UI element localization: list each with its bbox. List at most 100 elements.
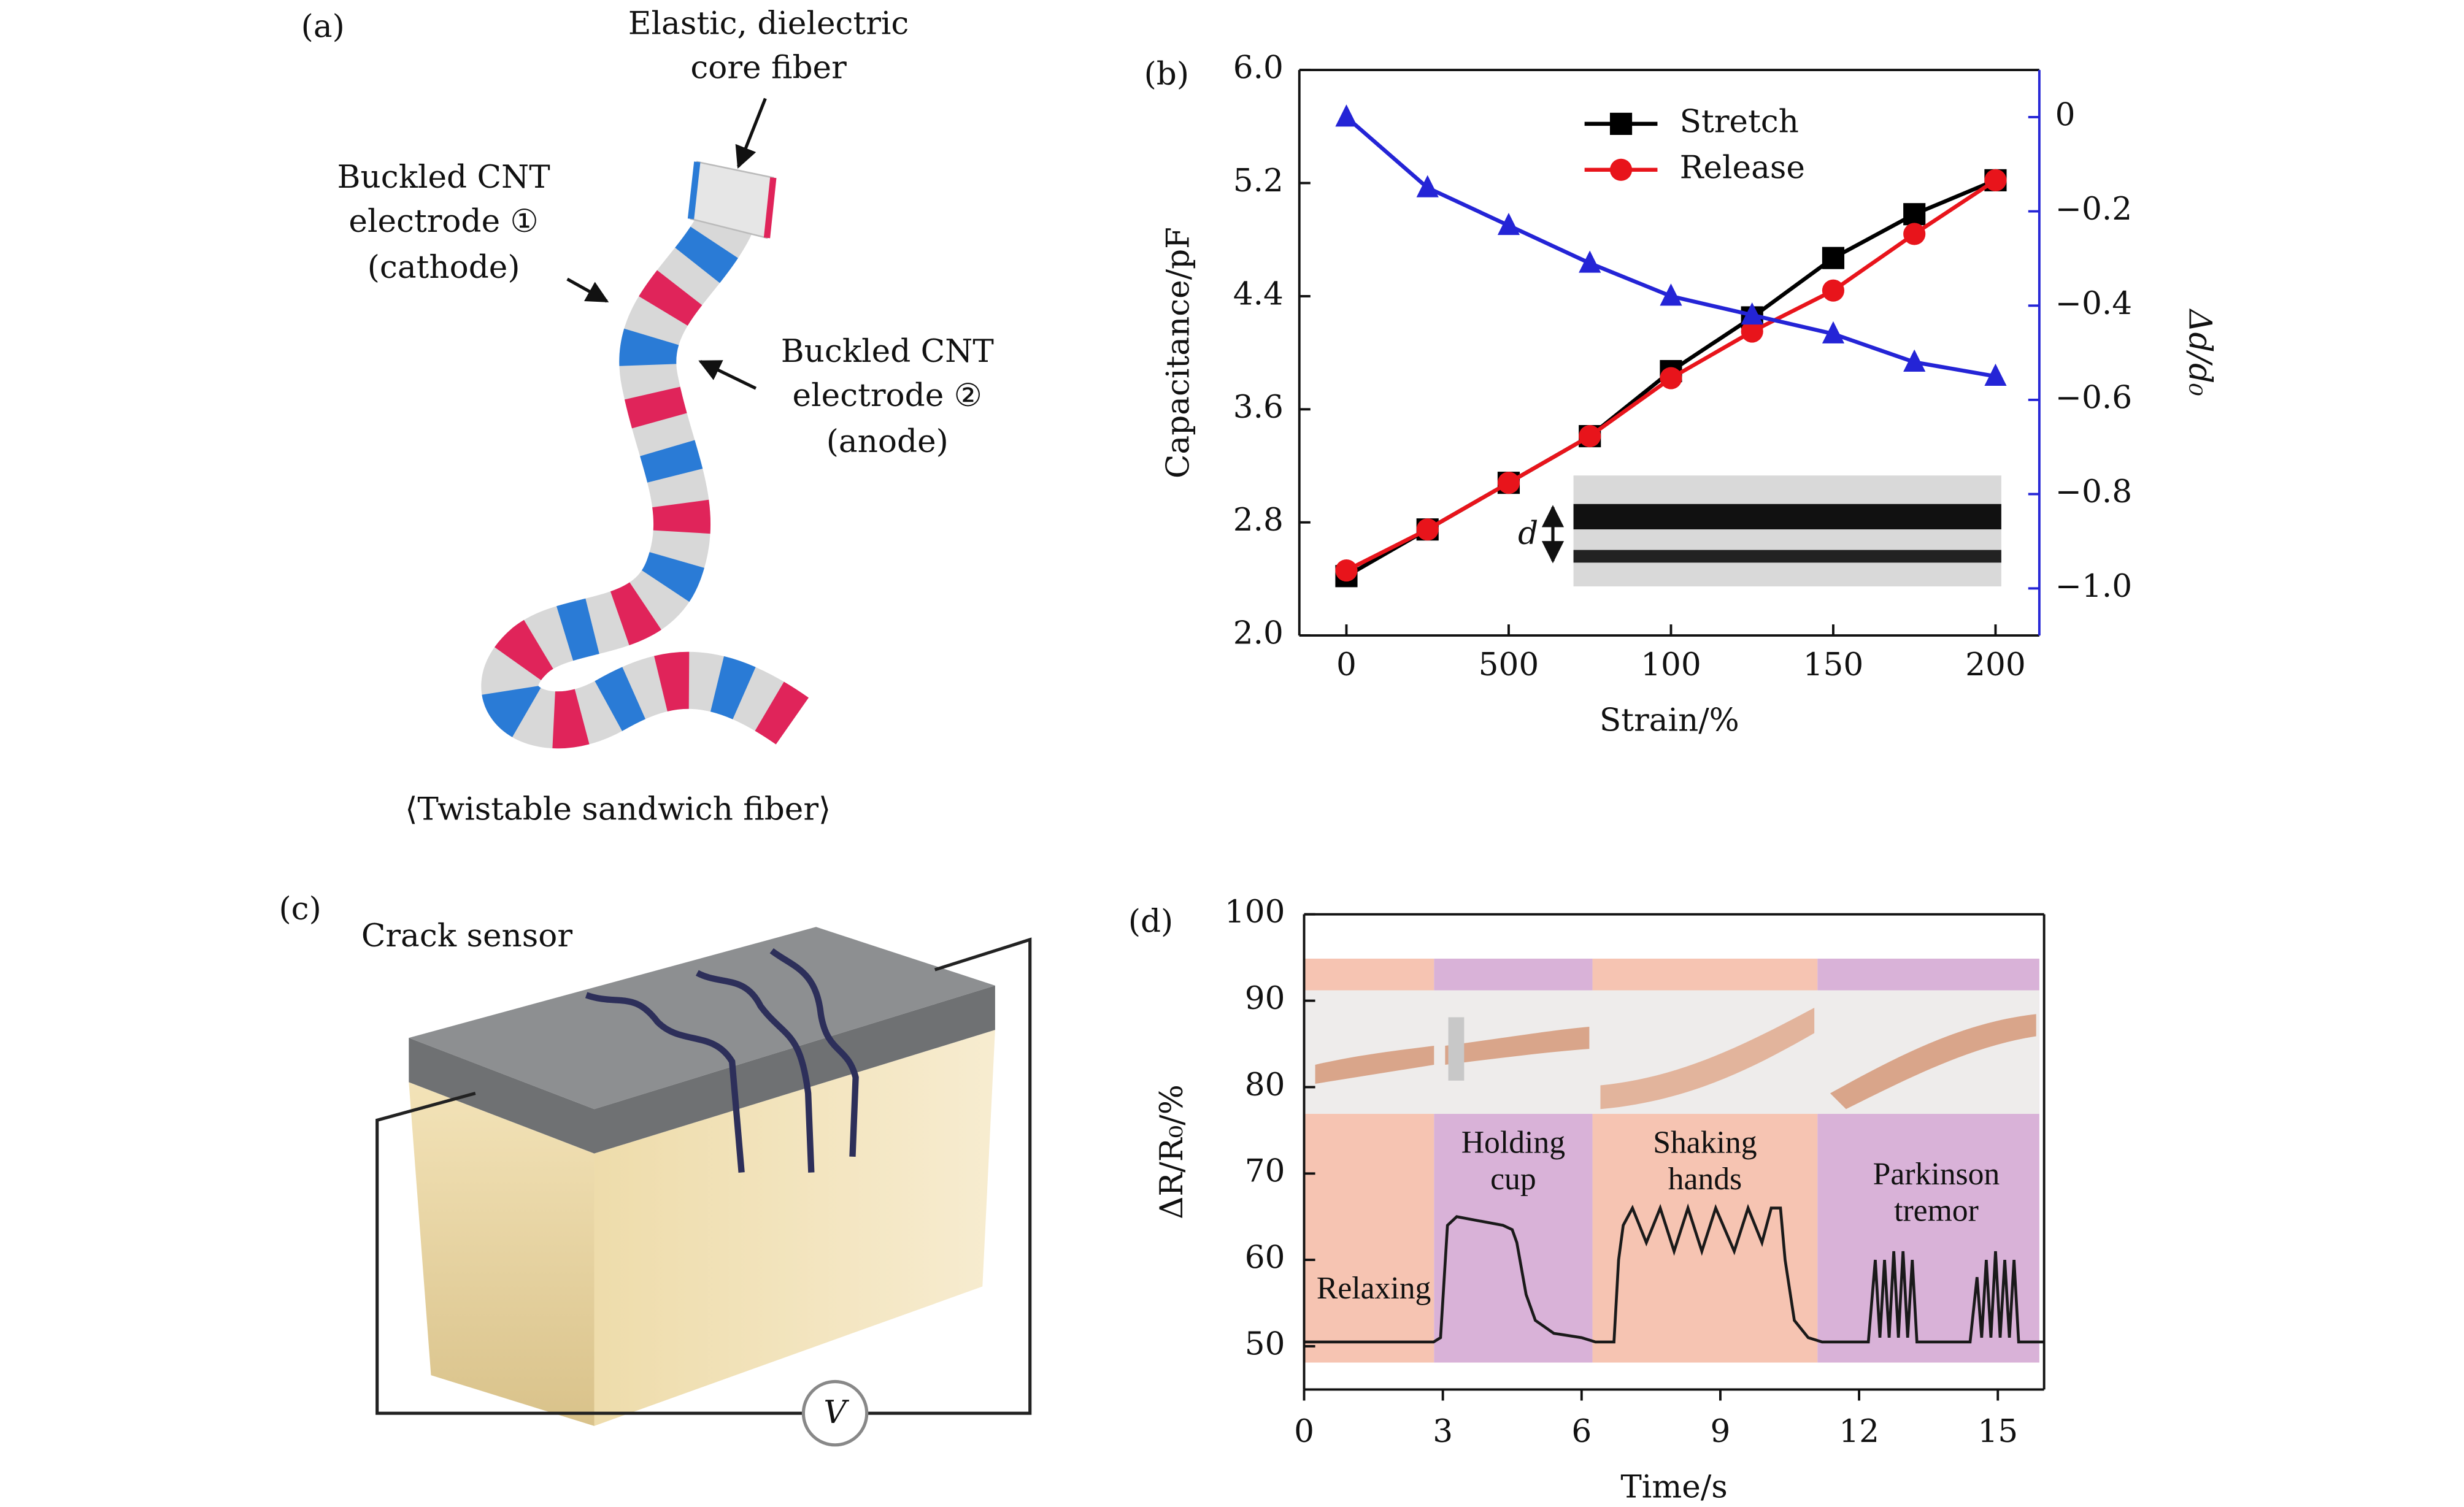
x-tick-label: 12	[1839, 1413, 1879, 1450]
marker	[1579, 425, 1601, 448]
legend-label: Stretch	[1680, 103, 1799, 140]
annotation: (anode)	[826, 423, 949, 460]
marker	[1903, 349, 1926, 372]
marker	[1497, 212, 1520, 236]
y2-tick-label: −0.8	[2055, 474, 2132, 510]
y-axis-label: ΔR/R₀/%	[1153, 1084, 1190, 1219]
panel-label: (b)	[1144, 56, 1189, 93]
marker	[1741, 302, 1763, 325]
annotation: Parkinson	[1873, 1157, 2000, 1192]
panel-b-decor: (b) d	[1144, 56, 2001, 587]
legend-label: Release	[1680, 149, 1805, 186]
panel-title: Crack sensor	[361, 918, 573, 954]
photo-arm	[1830, 1014, 2036, 1110]
y-tick-label: 50	[1245, 1325, 1285, 1362]
marker	[1984, 363, 2007, 386]
x-tick-label: 500	[1479, 646, 1539, 683]
marker	[1822, 321, 1845, 343]
legend-marker	[1609, 158, 1633, 181]
panel-c: (c) Crack sensor V	[279, 891, 1032, 1447]
inset-band	[1573, 550, 2001, 563]
panel-a: (a) Elastic, dielectric core fiber Buckl…	[301, 5, 994, 827]
arrow	[735, 98, 767, 169]
x-tick-label: 100	[1641, 646, 1701, 683]
marker	[1903, 203, 1926, 226]
block-side	[594, 1030, 995, 1426]
film-edge	[409, 985, 995, 1154]
fiber	[481, 161, 809, 749]
wire	[866, 937, 1032, 1415]
marker	[1822, 279, 1845, 302]
marker	[1497, 472, 1520, 494]
panel-label: (c)	[279, 891, 321, 927]
annotation: tremor	[1894, 1194, 1979, 1229]
annotation: core fiber	[690, 50, 847, 86]
y2-tick-label: −0.6	[2055, 379, 2132, 416]
block-front	[409, 1082, 595, 1426]
y-tick-label: 80	[1245, 1067, 1285, 1103]
x-tick-label: 15	[1977, 1413, 2018, 1450]
annotation: electrode ②	[793, 377, 982, 414]
marker	[1822, 247, 1845, 269]
y-tick-label: 60	[1245, 1240, 1285, 1276]
annotation: Buckled CNT	[337, 159, 550, 196]
annotation: Holding	[1461, 1125, 1565, 1160]
caption: ⟨Twistable sandwich fiber⟩	[405, 791, 831, 827]
annotation: Relaxing	[1317, 1271, 1431, 1306]
annotation: Elastic, dielectric	[628, 5, 909, 42]
voltmeter-label: V	[823, 1394, 849, 1431]
wire	[375, 1091, 804, 1415]
y-tick-label: 4.4	[1233, 275, 1284, 312]
y-axis-label: Capacitance/pF	[1160, 227, 1197, 478]
y2-tick-label: −0.4	[2055, 285, 2132, 322]
x-tick-label: 150	[1803, 646, 1864, 683]
y-tick-label: 90	[1245, 980, 1285, 1017]
panel-d-decor: (d)	[1128, 903, 2039, 1363]
y2-tick-label: 0	[2055, 96, 2076, 133]
film-top	[409, 927, 995, 1110]
voltmeter	[801, 1379, 869, 1447]
y-tick-label: 70	[1245, 1153, 1285, 1190]
photo-cup	[1448, 1017, 1465, 1081]
marker	[1741, 320, 1763, 343]
cracks	[585, 948, 859, 1173]
marker	[1660, 283, 1682, 306]
y-tick-label: 5.2	[1233, 163, 1284, 199]
arrow	[566, 277, 609, 303]
inset-label: d	[1518, 515, 1538, 552]
photo-arm	[1600, 1008, 1815, 1110]
panel-label: (a)	[301, 8, 345, 45]
panel-label: (d)	[1128, 903, 1173, 940]
y-tick-label: 6.0	[1233, 50, 1284, 86]
x-tick-label: 0	[1336, 646, 1357, 683]
y2-tick-label: −0.2	[2055, 191, 2132, 228]
x-tick-label: 200	[1965, 646, 2026, 683]
marker	[1903, 223, 1926, 245]
annotation: electrode ①	[348, 203, 538, 240]
x-tick-label: 3	[1433, 1413, 1453, 1450]
annotation: Shaking	[1653, 1125, 1757, 1160]
marker	[1416, 175, 1439, 197]
y2-tick-label: −1.0	[2055, 568, 2132, 605]
y-tick-label: 3.6	[1233, 389, 1284, 426]
y-tick-label: 2.8	[1233, 502, 1284, 539]
annotation: hands	[1668, 1162, 1742, 1197]
x-axis-label: Time/s	[1620, 1469, 1727, 1506]
photo-arm	[1445, 1027, 1590, 1065]
marker	[1660, 367, 1682, 389]
data-line	[1304, 1203, 2044, 1344]
inset-image	[1573, 475, 2001, 587]
marker	[1335, 559, 1358, 582]
marker	[1335, 104, 1358, 127]
arrow	[698, 359, 757, 390]
x-tick-label: 6	[1571, 1413, 1592, 1450]
annotation: Buckled CNT	[781, 333, 994, 370]
y-tick-label: 100	[1225, 894, 1285, 930]
x-tick-label: 0	[1294, 1413, 1314, 1450]
marker	[1579, 250, 1601, 273]
charts: 0 500 100 150 2002.02.83.64.45.26.0−1.0−0.8−…	[1153, 50, 2218, 1506]
legend-marker	[1609, 112, 1633, 135]
photo-arm	[1315, 1045, 1434, 1084]
y-tick-label: 2.0	[1233, 615, 1284, 652]
